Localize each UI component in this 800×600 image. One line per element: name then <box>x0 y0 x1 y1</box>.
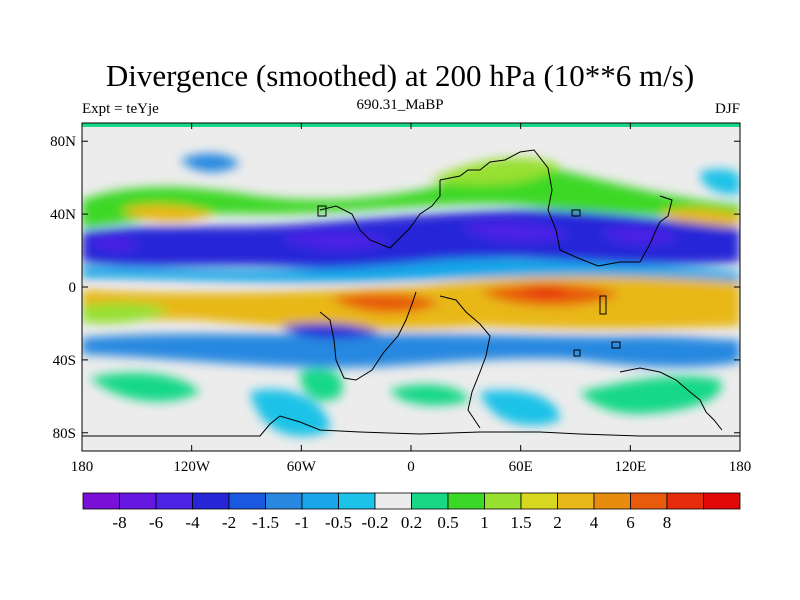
colorbar-swatch <box>484 492 522 510</box>
colorbar: -8 -6 -4 -2 -1.5 -1 -0.5 -0.2 0.2 0.5 1 1.5 2 4 6 8 <box>82 492 741 532</box>
island-outline <box>573 349 581 357</box>
colorbar-label: 0.5 <box>437 513 458 532</box>
north-positive-patch <box>430 157 560 185</box>
colorbar-swatch <box>630 492 668 510</box>
x-tick-label: 60W <box>287 459 317 475</box>
colorbar-swatch <box>119 492 157 510</box>
north-negative-band <box>82 210 740 269</box>
colorbar-swatch <box>520 492 558 510</box>
north-negative-core <box>90 237 140 251</box>
south-negative-band <box>82 333 740 368</box>
colorbar-swatch <box>447 492 485 510</box>
north-negative-core <box>280 231 390 251</box>
y-tick-label: 40N <box>50 207 76 223</box>
equatorial-negative-strip <box>82 258 740 284</box>
colorbar-label: 4 <box>590 513 599 532</box>
colorbar-label: 1.5 <box>510 513 531 532</box>
colorbar-label: -0.5 <box>325 513 352 532</box>
colorbar-swatch <box>155 492 193 510</box>
arctic-negative-patch <box>700 169 740 195</box>
north-negative-core <box>600 227 680 245</box>
south-positive-patch <box>390 384 470 406</box>
colorbar-swatch <box>265 492 303 510</box>
colorbar-swatch <box>557 492 595 510</box>
equatorial-positive-edge <box>82 302 170 324</box>
colorbar-label: -1 <box>295 513 309 532</box>
colorbar-label: -6 <box>149 513 163 532</box>
coastline-antarctica <box>82 415 740 437</box>
colorbar-label: 1 <box>480 513 489 532</box>
colorbar-swatch <box>374 492 412 510</box>
x-tick-label: 180 <box>71 459 94 475</box>
coastline-north-america <box>439 149 673 267</box>
arctic-negative-patch <box>180 153 240 172</box>
x-tick-label: 0 <box>407 459 415 475</box>
coastline-australia <box>619 367 723 431</box>
x-tick-label: 120W <box>173 459 211 475</box>
south-positive-patch <box>580 376 722 414</box>
colorbar-swatch <box>703 492 741 510</box>
colorbar-swatch <box>192 492 230 510</box>
colorbar-label: -8 <box>112 513 126 532</box>
north-negative-core <box>460 221 570 243</box>
colorbar-label: -2 <box>222 513 236 532</box>
y-axis: 80N 40N 0 40S 80S <box>50 134 740 442</box>
south-negative-patch <box>480 390 560 426</box>
island-outline <box>599 295 607 315</box>
colorbar-label: 2 <box>553 513 562 532</box>
coastline-africa <box>319 291 417 381</box>
x-axis: 180 120W 60W 0 60E 120E 180 <box>71 123 752 475</box>
season-label: DJF <box>714 101 740 117</box>
y-tick-label: 40S <box>53 353 76 369</box>
colorbar-swatch <box>666 492 704 510</box>
colorbar-swatch <box>228 492 266 510</box>
island-outline <box>571 209 581 217</box>
south-positive-patch <box>300 368 343 401</box>
colorbar-label: 8 <box>663 513 672 532</box>
colorbar-swatch <box>338 492 376 510</box>
coastlines <box>82 149 740 437</box>
equatorial-positive-core <box>330 293 440 313</box>
time-label: 690.31_MaBP <box>356 97 444 113</box>
north-positive-core <box>120 204 215 222</box>
island-outline <box>611 341 621 349</box>
x-tick-label: 120E <box>614 459 646 475</box>
colorbar-label: 0.2 <box>401 513 422 532</box>
x-tick-label: 180 <box>729 459 752 475</box>
north-positive-core <box>660 208 740 228</box>
colorbar-label: -1.5 <box>252 513 279 532</box>
colorbar-swatch <box>301 492 339 510</box>
colorbar-label: -4 <box>185 513 200 532</box>
colorbar-label: 6 <box>626 513 635 532</box>
north-positive-band <box>82 166 740 228</box>
divergence-field <box>82 123 740 451</box>
colorbar-swatch <box>411 492 449 510</box>
colorbar-swatch <box>593 492 631 510</box>
y-tick-label: 0 <box>69 280 77 296</box>
y-tick-label: 80N <box>50 134 76 150</box>
colorbar-label: -0.2 <box>362 513 389 532</box>
equatorial-positive-core <box>520 285 570 296</box>
south-positive-patch <box>90 372 200 402</box>
coastline-eurasia <box>319 180 441 249</box>
colorbar-swatch <box>82 492 120 510</box>
x-tick-label: 60E <box>509 459 533 475</box>
map-title: Divergence (smoothed) at 200 hPa (10**6 … <box>105 58 695 93</box>
coastline-south-america <box>439 295 491 429</box>
south-negative-core <box>280 323 380 339</box>
experiment-label: Expt = teYje <box>82 101 159 117</box>
island-outline <box>317 205 327 217</box>
y-tick-label: 80S <box>53 426 76 442</box>
